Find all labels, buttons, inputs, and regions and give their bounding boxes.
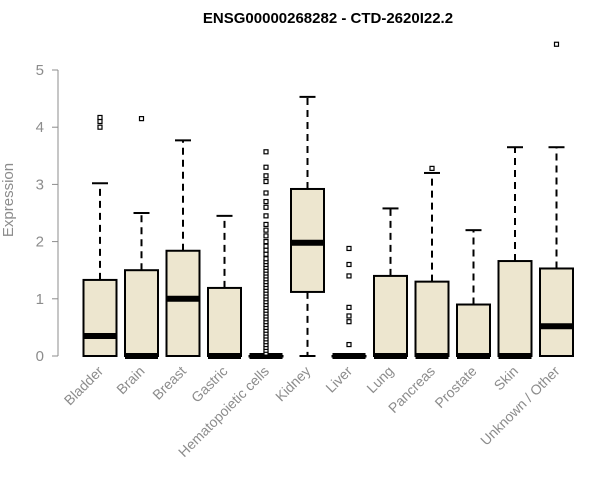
- box-4: [248, 149, 284, 359]
- iqr-box: [165, 249, 201, 357]
- iqr-box: [456, 303, 491, 357]
- y-tick-label: 4: [36, 119, 44, 136]
- iqr-box: [414, 280, 450, 358]
- category-label: Lung: [363, 363, 396, 396]
- outlier-point: [263, 173, 269, 179]
- outlier-point: [97, 124, 103, 130]
- y-tick-label: 0: [36, 348, 44, 365]
- outlier-point: [263, 239, 269, 245]
- outlier-point: [263, 213, 269, 219]
- box-5: [290, 95, 325, 357]
- outlier-point: [346, 313, 352, 319]
- outlier-point: [138, 116, 145, 122]
- y-tick-label: 1: [36, 291, 44, 308]
- box-0: [82, 114, 118, 358]
- iqr-box: [539, 267, 574, 358]
- iqr-box: [373, 274, 408, 358]
- outlier-point: [263, 227, 269, 233]
- box-1: [124, 116, 159, 359]
- outlier-point: [346, 304, 352, 310]
- outlier-point: [263, 204, 269, 210]
- outlier-point: [263, 164, 269, 170]
- outlier-point: [346, 261, 352, 268]
- outlier-point: [263, 221, 269, 228]
- y-axis: 0 1 2 3 4 5: [36, 62, 59, 365]
- iqr-box: [207, 286, 242, 358]
- box-11: [539, 41, 574, 358]
- outlier-point: [263, 251, 269, 257]
- y-axis-label: Expression: [0, 163, 17, 237]
- category-label: Brain: [113, 363, 147, 397]
- outlier-point: [346, 273, 352, 279]
- outlier-point: [263, 233, 269, 239]
- iqr-box: [82, 278, 118, 358]
- iqr-box: [124, 269, 159, 358]
- y-tick-label: 5: [36, 62, 44, 79]
- category-label: Unknown / Other: [477, 363, 563, 449]
- category-label: Kidney: [272, 363, 314, 405]
- box-2: [165, 139, 201, 357]
- category-label: Breast: [149, 363, 189, 403]
- category-label: Bladder: [61, 363, 107, 409]
- outlier-point: [263, 247, 269, 253]
- outlier-point: [263, 149, 269, 155]
- box-3: [207, 214, 242, 359]
- iqr-box: [497, 260, 533, 358]
- category-label: Liver: [322, 363, 355, 396]
- outlier-point: [263, 190, 269, 196]
- outlier-point: [346, 341, 352, 348]
- outlier-point: [346, 319, 352, 325]
- outlier-point: [263, 178, 269, 185]
- outlier-point: [263, 198, 269, 205]
- box-6: [331, 245, 367, 359]
- box-10: [497, 146, 533, 359]
- boxes-group: [82, 41, 574, 359]
- outlier-point: [263, 243, 269, 249]
- outlier-point: [553, 41, 560, 47]
- box-9: [456, 229, 491, 359]
- outlier-point: [97, 114, 103, 121]
- chart-title: ENSG00000268282 - CTD-2620I22.2: [203, 10, 453, 27]
- category-label: Prostate: [431, 363, 479, 411]
- box-7: [373, 207, 408, 359]
- outlier-point: [429, 165, 435, 171]
- outlier-point: [263, 256, 269, 262]
- box-8: [414, 165, 450, 359]
- y-tick-label: 3: [36, 176, 44, 193]
- outlier-point: [346, 245, 352, 252]
- outlier-point: [97, 118, 103, 125]
- y-tick-label: 2: [36, 234, 44, 251]
- category-label: Skin: [491, 363, 522, 394]
